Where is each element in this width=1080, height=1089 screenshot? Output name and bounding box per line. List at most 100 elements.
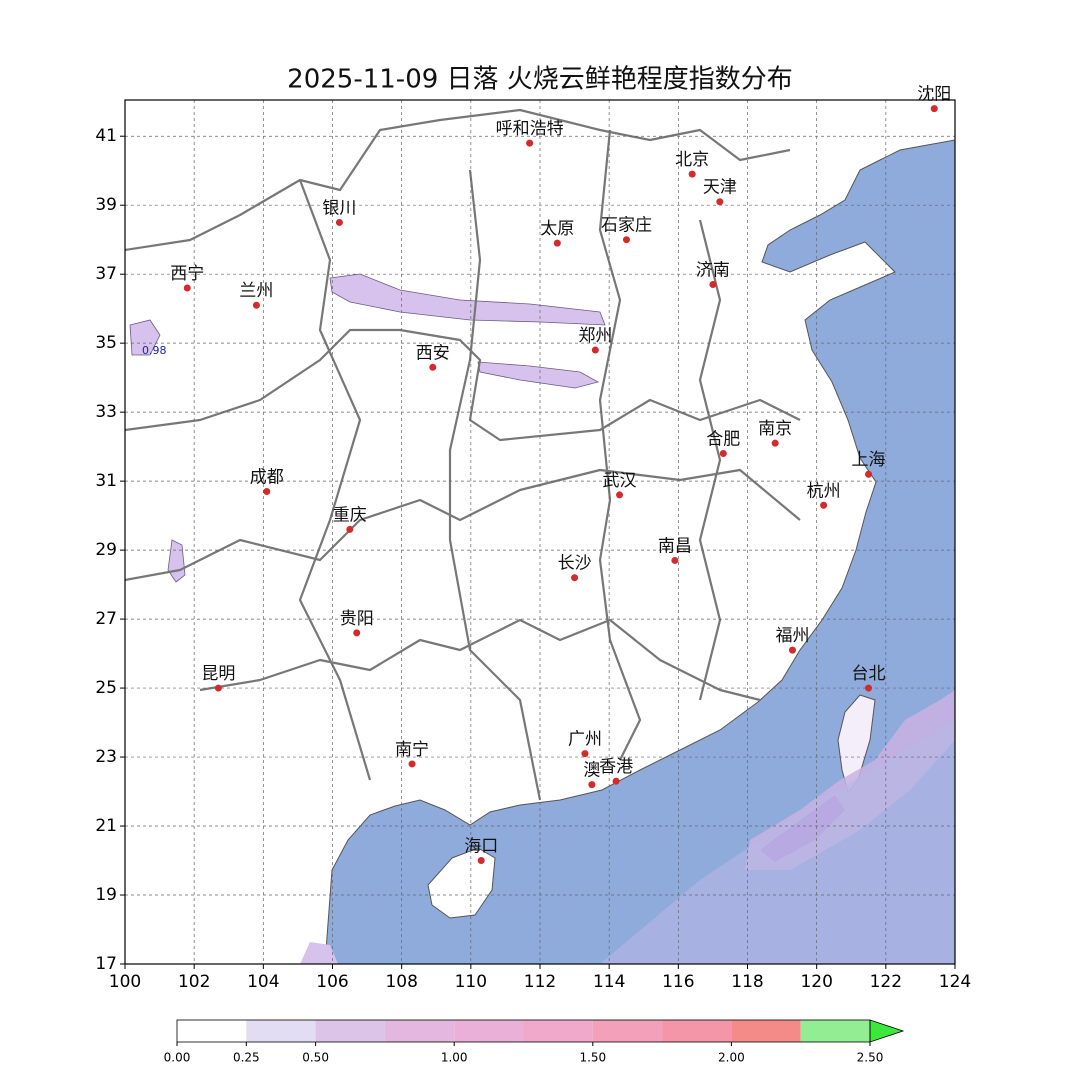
colorbar-segment [800, 1020, 870, 1042]
y-tick-label: 29 [95, 540, 117, 560]
contour-label: 0.98 [142, 344, 167, 357]
sea [324, 139, 955, 964]
city-dot [263, 487, 271, 495]
city-dot [865, 470, 873, 478]
y-tick-label: 41 [95, 126, 117, 146]
city-dot [616, 491, 624, 499]
city-label: 重庆 [333, 505, 367, 525]
hainan-island [427, 847, 496, 919]
city-label: 西宁 [170, 264, 204, 284]
y-tick-label: 25 [95, 678, 117, 698]
colorbar: 0.00 0.25 0.50 1.00 1.50 2.00 2.50 [164, 1019, 905, 1065]
city-label: 武汉 [603, 471, 637, 491]
y-tick-label: 31 [95, 471, 117, 491]
city-dot [571, 574, 579, 582]
colorbar-segment [246, 1020, 316, 1042]
city-label: 济南 [696, 261, 730, 281]
city-dot [612, 777, 620, 785]
city-dot [353, 629, 361, 637]
city-dot [429, 363, 437, 371]
city-dot [581, 750, 589, 758]
colorbar-tick-label: 2.00 [718, 1051, 745, 1065]
city-dot [553, 239, 561, 247]
city-dot [865, 684, 873, 692]
city-dot [716, 198, 724, 206]
province-border [199, 618, 761, 702]
x-tick-label: 102 [178, 972, 210, 992]
colorbar-tick-label: 1.00 [441, 1051, 468, 1065]
city-label: 兰州 [239, 281, 273, 301]
city-dot [709, 281, 717, 289]
colorbar-tick-label: 1.50 [579, 1051, 606, 1065]
city-label: 西安 [416, 343, 450, 363]
y-tick-label: 17 [95, 954, 117, 974]
x-tick-label: 112 [524, 972, 556, 992]
colorbar-tick-label: 0.00 [164, 1051, 191, 1065]
x-tick-label: 106 [316, 972, 348, 992]
shade-streak [129, 319, 161, 356]
colorbar-segment [523, 1020, 593, 1042]
y-tick-label: 35 [95, 333, 117, 353]
city-label: 贵阳 [340, 609, 374, 629]
city-dot [335, 218, 343, 226]
colorbar-segment [454, 1020, 524, 1042]
city-dot [719, 450, 727, 458]
province-border [125, 108, 791, 252]
city-dot [788, 646, 796, 654]
city-label: 银川 [322, 198, 356, 218]
city-label: 石家庄 [601, 216, 652, 236]
city-label: 成都 [250, 467, 284, 487]
map-frame [124, 99, 956, 965]
city-dot [183, 284, 191, 292]
city-label: 南昌 [658, 536, 692, 556]
city-dot [346, 525, 354, 533]
grid-layer: 100 102 104 106 108 110 112 114 116 118 120 122 124 1… [95, 100, 971, 992]
y-tick-label: 39 [95, 195, 117, 215]
city-dot [771, 439, 779, 447]
y-tick-label: 37 [95, 264, 117, 284]
city-label: 香港 [599, 757, 633, 777]
city-label: 广州 [568, 730, 602, 750]
city-dot [671, 556, 679, 564]
x-tick-label: 110 [455, 972, 487, 992]
colorbar-segment [315, 1020, 385, 1042]
city-label: 福州 [775, 626, 809, 646]
shade-streak [300, 942, 338, 964]
x-tick-label: 120 [800, 972, 832, 992]
province-border [698, 219, 722, 701]
y-tick-label: 33 [95, 402, 117, 422]
city-label: 台北 [852, 664, 886, 684]
colorbar-segment [177, 1020, 247, 1042]
map-title: 2025-11-09 日落 火烧云鲜艳程度指数分布 [287, 65, 793, 95]
y-tick-label: 19 [95, 885, 117, 905]
city-label: 南宁 [395, 740, 429, 760]
x-tick-label: 100 [109, 972, 141, 992]
city-label: 天津 [703, 178, 737, 198]
city-label: 沈阳 [917, 85, 951, 105]
city-dot [526, 139, 534, 147]
city-dot [591, 346, 599, 354]
city-dot [408, 760, 416, 768]
shade-streak [329, 273, 606, 326]
city-label: 昆明 [201, 664, 235, 684]
city-label: 澳 [583, 761, 600, 781]
y-tick-label: 27 [95, 609, 117, 629]
city-dot [252, 301, 260, 309]
y-tick-label: 23 [95, 747, 117, 767]
x-tick-label: 122 [870, 972, 902, 992]
x-tick-label: 108 [385, 972, 417, 992]
x-tick-label: 114 [593, 972, 625, 992]
province-border [125, 468, 801, 582]
city-dot [688, 170, 696, 178]
colorbar-segment [384, 1020, 455, 1042]
city-label: 太原 [540, 219, 574, 239]
city-dot [820, 501, 828, 509]
colorbar-segment [592, 1020, 663, 1042]
x-tick-label: 124 [939, 972, 971, 992]
colorbar-tick-label: 2.50 [857, 1051, 884, 1065]
shade-streak [477, 361, 600, 389]
x-tick-label: 118 [731, 972, 763, 992]
province-border [448, 169, 542, 801]
city-dot [588, 781, 596, 789]
